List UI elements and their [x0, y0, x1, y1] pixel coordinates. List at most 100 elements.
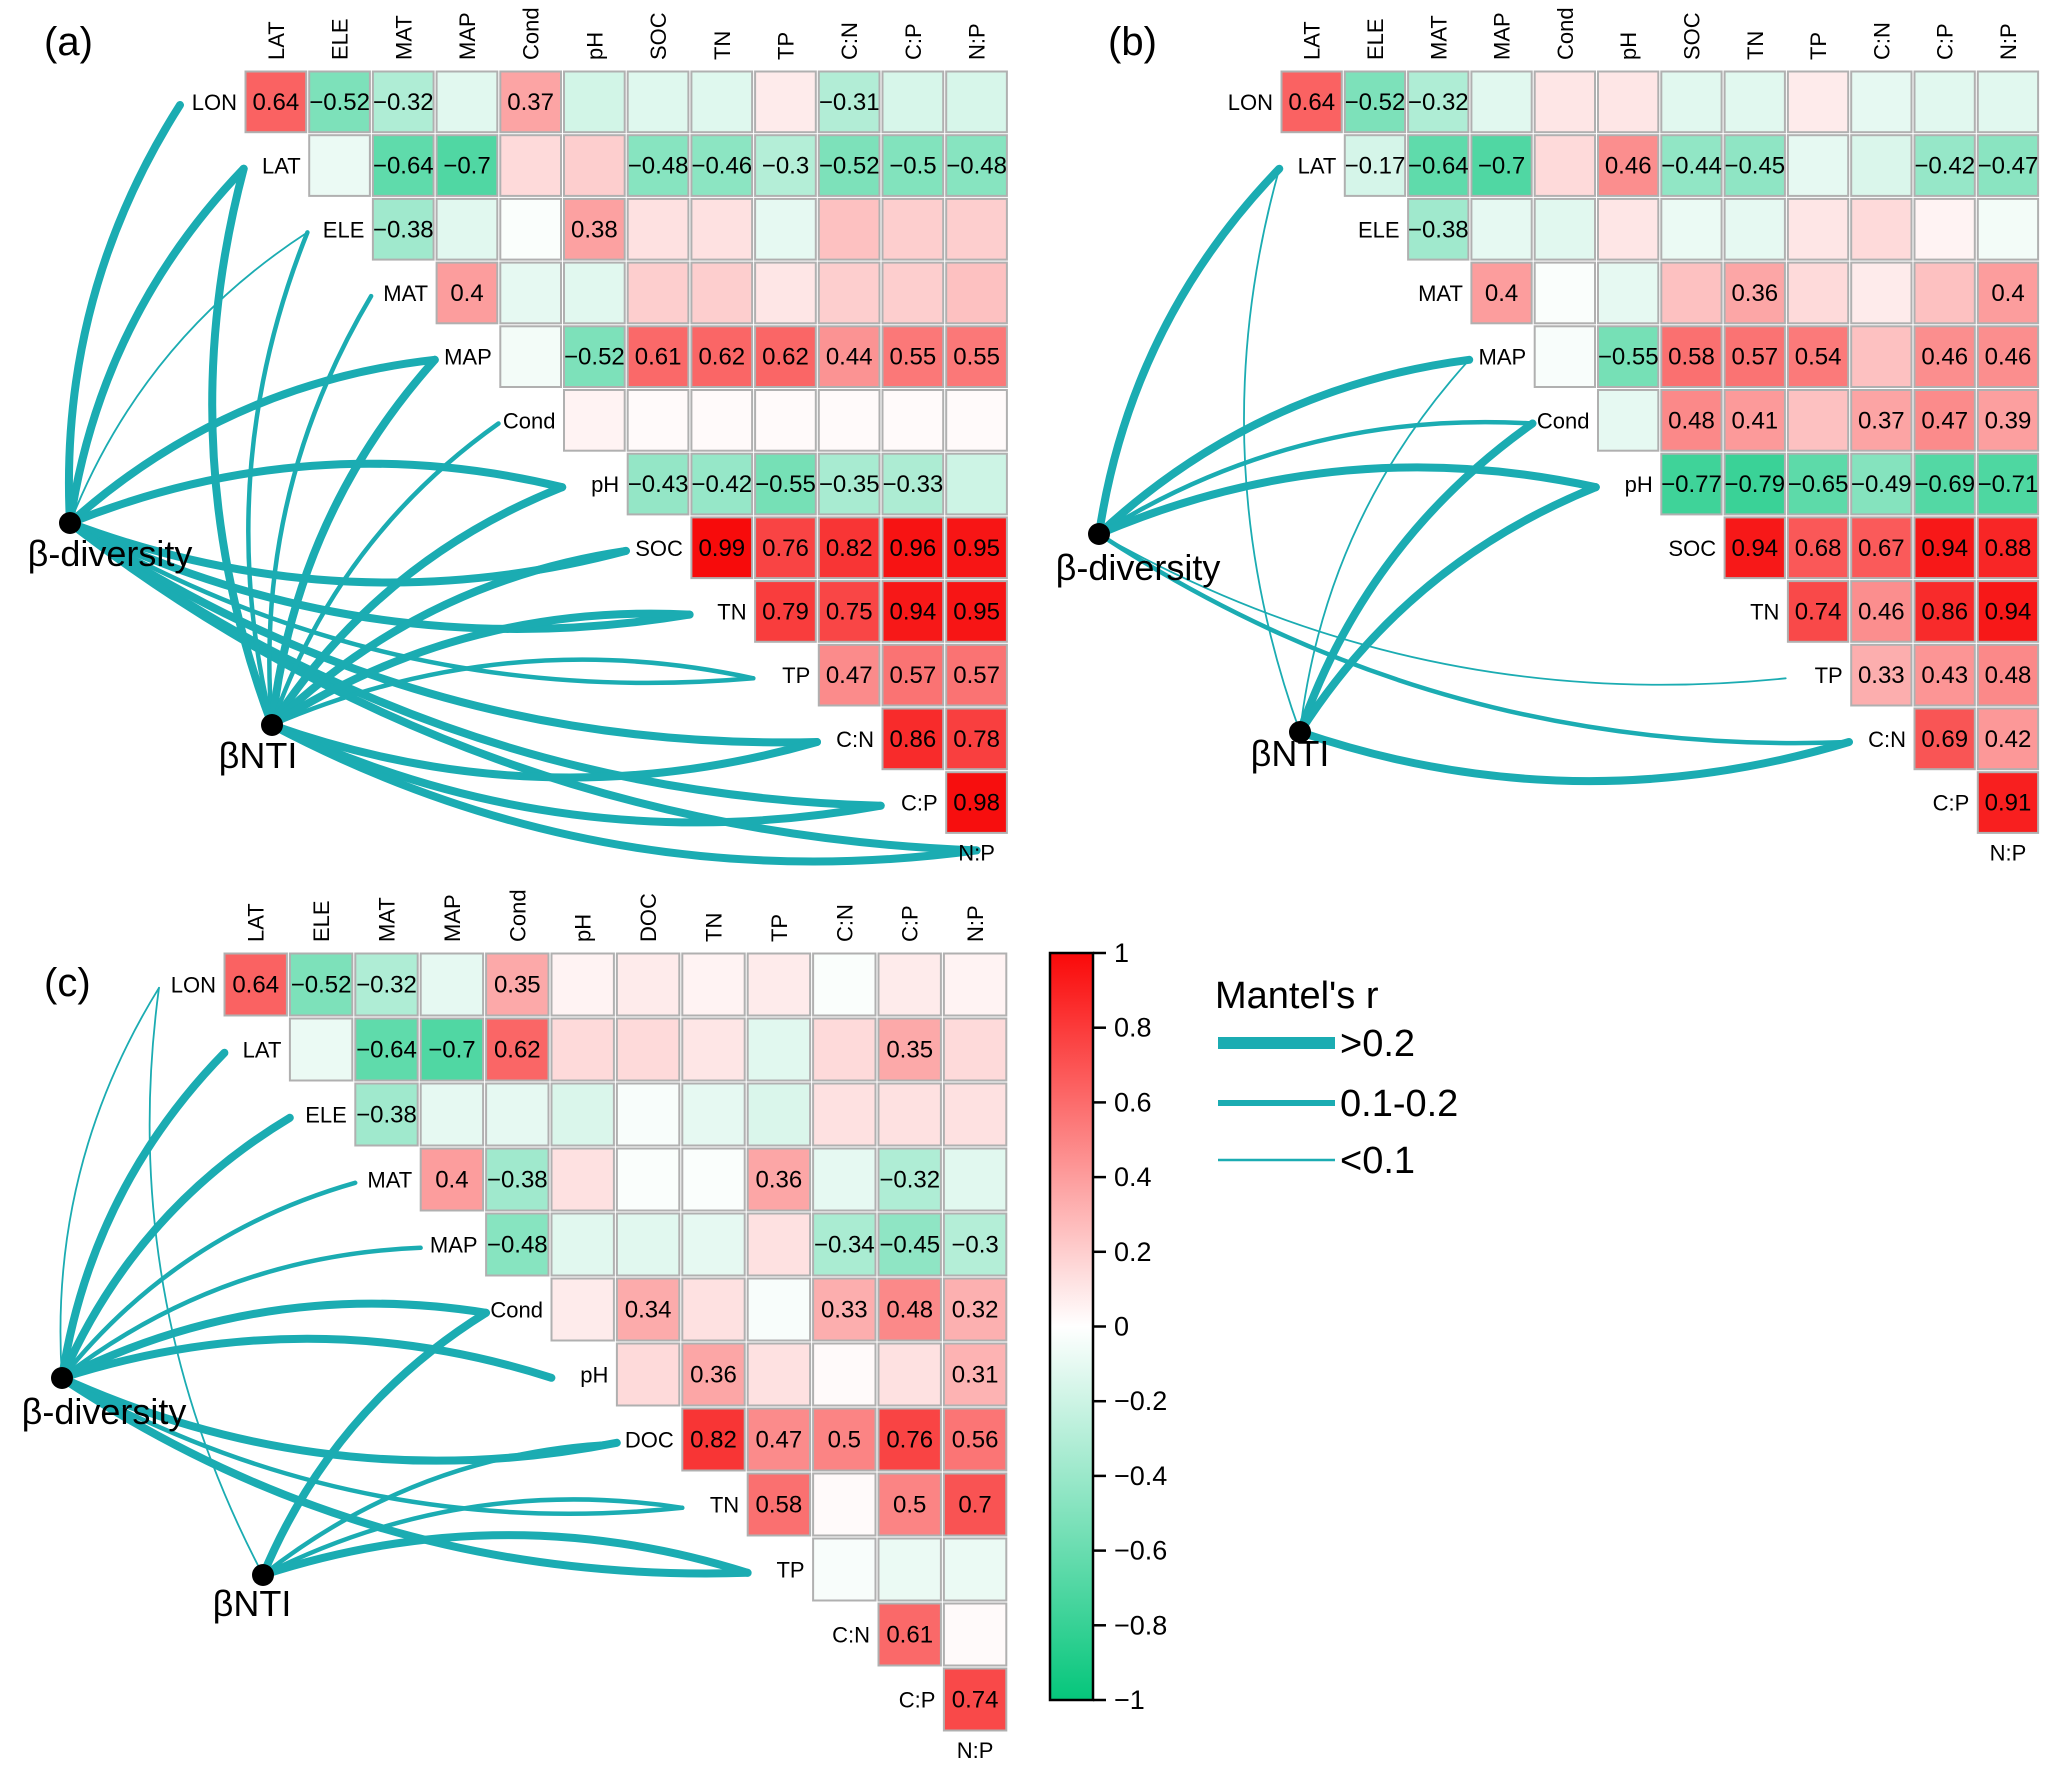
matrix-cell — [812, 1212, 877, 1277]
matrix-cell — [812, 1082, 877, 1147]
cell-value: 0.47 — [826, 662, 873, 689]
matrix-cell — [1976, 452, 2040, 516]
mantel-edge — [268, 721, 885, 827]
cell-value: 0.79 — [762, 599, 809, 626]
node-label: β-diversity — [22, 1391, 187, 1432]
matrix-cell — [626, 325, 690, 388]
cell-value: 0.35 — [886, 1037, 933, 1064]
matrix-cell — [1786, 389, 1850, 452]
matrix-cell — [817, 452, 881, 516]
matrix-cell — [812, 1342, 877, 1407]
matrix-cell — [681, 1277, 746, 1342]
matrix-cell — [942, 1472, 1008, 1537]
colorbar-tick-label: −1 — [1114, 1685, 1145, 1715]
row-label: TN — [717, 600, 746, 625]
cell-value: 0.4 — [1485, 280, 1518, 307]
col-header: MAP — [1490, 12, 1515, 60]
cell-value: −0.44 — [1661, 153, 1722, 180]
cell-value: 0.36 — [690, 1362, 737, 1389]
col-header: pH — [571, 914, 596, 942]
matrix-cell — [754, 325, 817, 388]
colorbar-tick-label: 1 — [1114, 938, 1129, 968]
col-header: MAT — [375, 897, 400, 942]
matrix-cell — [945, 389, 1008, 452]
matrix-cell — [1786, 261, 1850, 325]
matrix-cell — [945, 771, 1008, 834]
col-header: TN — [710, 31, 735, 60]
matrix-cell — [817, 325, 881, 388]
col-header: MAT — [1426, 15, 1451, 60]
matrix-cell — [942, 1407, 1008, 1472]
matrix-cell — [1913, 452, 1976, 516]
matrix-cell — [1470, 261, 1533, 325]
row-label: pH — [591, 472, 619, 497]
cell-value: 0.7 — [958, 1492, 991, 1519]
cell-value: 0.62 — [762, 344, 809, 371]
matrix-cell — [877, 1082, 942, 1147]
matrix-cell — [817, 197, 881, 261]
colorbar-gradient — [1048, 951, 1095, 1702]
matrix-cell — [690, 389, 754, 452]
matrix-cell — [563, 389, 626, 452]
cell-value: −0.45 — [879, 1232, 940, 1259]
matrix-cell — [1660, 134, 1723, 197]
matrix-cell — [881, 134, 945, 197]
mantel-edge — [1296, 419, 1537, 736]
cell-value: 0.76 — [886, 1427, 933, 1454]
matrix-cell — [419, 1147, 485, 1212]
correlation-matrix: 0.64 −0.52 −0.32 LON −0.17 −0.64 −0.7 0.46 −0.44… — [1228, 7, 2040, 865]
matrix-cell — [1723, 389, 1786, 452]
matrix-cell — [563, 70, 626, 134]
cell-value: −0.48 — [946, 153, 1007, 180]
row-label: LAT — [1298, 154, 1337, 179]
matrix-cell — [881, 197, 945, 261]
cell-value: −0.69 — [1914, 471, 1975, 498]
matrix-cell — [945, 197, 1008, 261]
col-header: pH — [1616, 32, 1641, 60]
legend-item-label: <0.1 — [1340, 1140, 1415, 1182]
matrix-cell — [1850, 325, 1913, 388]
mantel-edge — [66, 519, 981, 855]
mantel-legend: Mantel's r >0.2 0.1-0.2 <0.1 — [1215, 975, 1458, 1182]
mantel-edge — [246, 230, 310, 728]
matrix-cell — [877, 1277, 942, 1342]
col-header: MAP — [440, 894, 465, 942]
matrix-cell — [881, 70, 945, 134]
cell-value: 0.46 — [1985, 344, 2032, 371]
cell-value: 0.88 — [1985, 535, 2032, 562]
matrix-cell — [1976, 389, 2040, 452]
node-label: β-diversity — [28, 533, 193, 574]
row-label: pH — [1625, 472, 1653, 497]
matrix-cell — [626, 452, 690, 516]
matrix-cell — [690, 261, 754, 325]
col-header: Cond — [505, 889, 530, 942]
matrix-cell — [690, 197, 754, 261]
cell-value: 0.5 — [828, 1427, 861, 1454]
matrix-cell — [1850, 389, 1913, 452]
row-label: C:N — [832, 1623, 870, 1648]
cell-value: −0.55 — [755, 471, 816, 498]
cell-value: 0.57 — [1731, 344, 1778, 371]
matrix-cell — [1786, 70, 1850, 134]
matrix-cell — [626, 197, 690, 261]
matrix-cell — [942, 952, 1008, 1017]
cell-value: −0.45 — [1724, 153, 1785, 180]
matrix-cell — [1343, 134, 1407, 197]
panel-label: (a) — [44, 20, 93, 64]
row-label: MAP — [430, 1233, 478, 1258]
matrix-cell — [1850, 197, 1913, 261]
cell-value: 0.4 — [450, 280, 483, 307]
matrix-cell — [945, 643, 1008, 707]
matrix-cell — [615, 1147, 681, 1212]
cell-value: 0.42 — [1985, 726, 2032, 753]
col-header: C:P — [898, 905, 923, 942]
matrix-cell — [1976, 516, 2040, 580]
col-header: MAP — [455, 12, 480, 60]
matrix-cell — [1660, 325, 1723, 388]
cell-value: −0.38 — [373, 216, 434, 243]
row-label: C:N — [1868, 727, 1906, 752]
cell-value: −0.79 — [1724, 471, 1785, 498]
row-label: MAT — [1418, 281, 1463, 306]
